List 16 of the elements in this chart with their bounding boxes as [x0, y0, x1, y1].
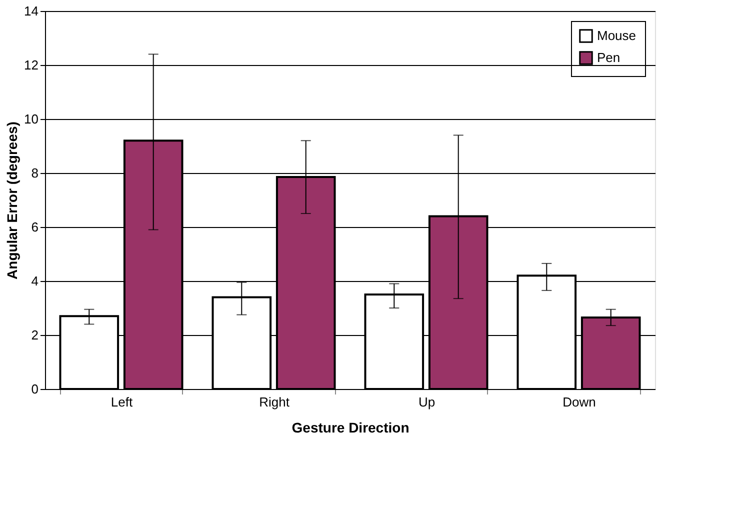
y-tick-label: 12: [24, 58, 38, 72]
y-axis-title: Angular Error (degrees): [4, 122, 20, 280]
x-axis-title: Gesture Direction: [292, 420, 410, 436]
x-tick-label: Left: [110, 394, 133, 410]
x-tick-label: Right: [259, 394, 290, 410]
y-tick-label: 8: [31, 166, 38, 180]
y-tick-label: 10: [24, 112, 38, 126]
y-tick-label: 4: [31, 274, 38, 288]
y-tick-label: 0: [31, 382, 38, 396]
y-tick-label: 14: [24, 4, 38, 18]
y-tick-label: 6: [31, 220, 38, 234]
x-tick-label: Down: [562, 394, 596, 410]
x-tick-label: Up: [418, 394, 436, 410]
legend-label: Pen: [597, 50, 620, 65]
y-tick-label: 2: [31, 328, 38, 342]
legend-label: Mouse: [597, 28, 636, 43]
